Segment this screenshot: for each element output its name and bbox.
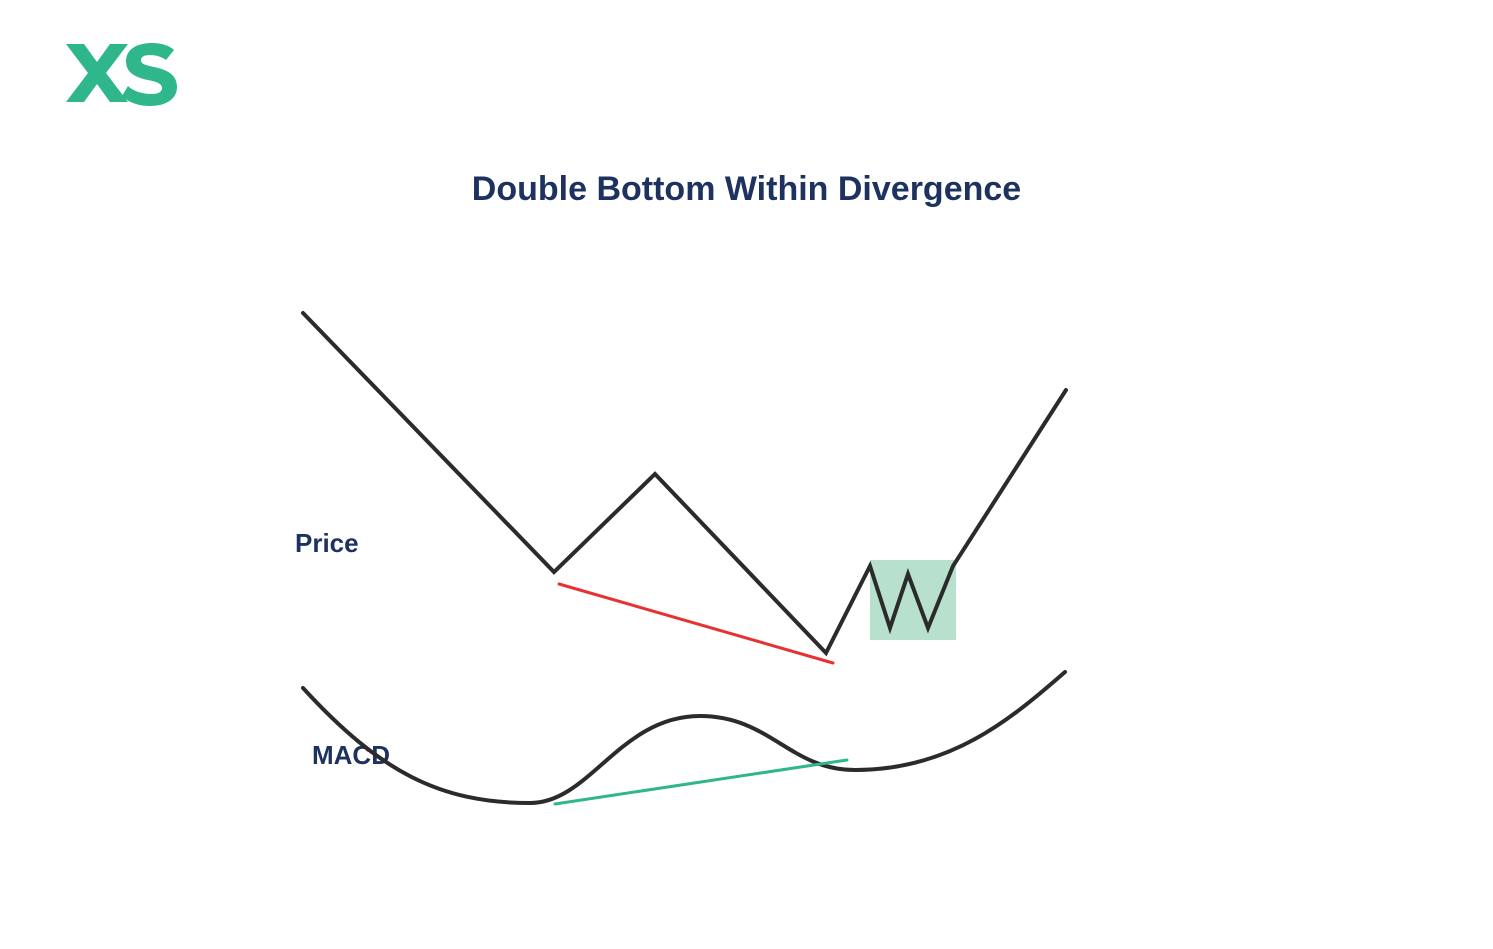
divergence-chart bbox=[0, 0, 1493, 949]
price-divergence-line bbox=[559, 584, 833, 663]
